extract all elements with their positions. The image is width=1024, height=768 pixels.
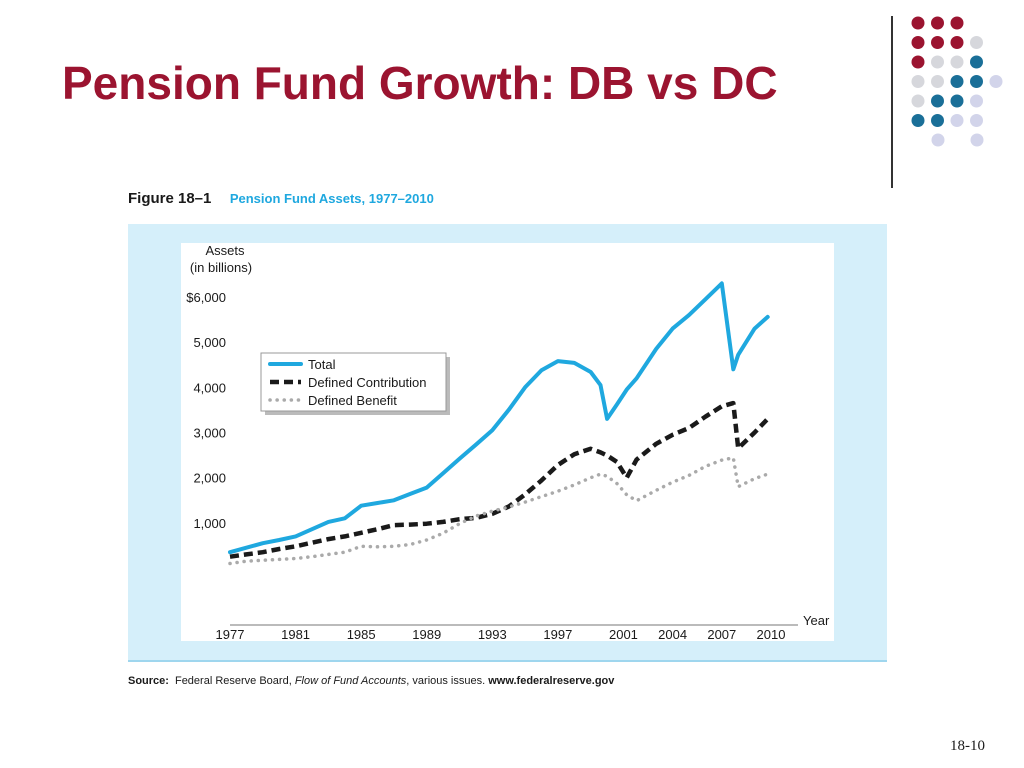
y-axis-title-line2: (in billions) xyxy=(190,260,252,275)
figure-heading: Figure 18–1 Pension Fund Assets, 1977–20… xyxy=(128,190,434,208)
x-tick-label: 1997 xyxy=(543,627,572,641)
decor-dot-2-3 xyxy=(970,55,983,69)
x-tick-label: 2001 xyxy=(609,627,638,641)
series-line-total xyxy=(228,281,770,555)
decor-dot-5-1 xyxy=(931,114,944,127)
decor-dot-3-3 xyxy=(970,75,983,88)
source-url: www.federalreserve.gov xyxy=(488,675,615,687)
decor-dot-3-0 xyxy=(911,75,925,88)
x-tick-label: 1977 xyxy=(216,627,245,641)
figure-label: Figure 18–1 xyxy=(128,190,212,207)
decor-dot-1-2 xyxy=(950,36,964,49)
decor-dot-3-2 xyxy=(950,75,964,88)
y-tick-label: 5,000 xyxy=(193,335,226,350)
legend-label: Total xyxy=(308,357,336,372)
y-tick-label: 3,000 xyxy=(193,426,226,441)
x-tick-label: 1989 xyxy=(412,627,441,641)
x-tick-label: 2004 xyxy=(658,627,687,641)
chart-area: Assets (in billions) Year $6,000 5,000 4,0… xyxy=(181,243,834,641)
decor-dot-3-4 xyxy=(989,75,1003,88)
y-axis-title-line1: Assets xyxy=(205,243,245,258)
decor-dot-3-1 xyxy=(931,75,944,88)
x-tick-label: 1981 xyxy=(281,627,310,641)
source-label: Source: xyxy=(128,675,169,687)
decor-dot-5-2 xyxy=(950,114,964,127)
decor-dot-0-2 xyxy=(950,16,964,30)
decor-dot-5-0 xyxy=(911,114,925,127)
y-tick-label: $6,000 xyxy=(186,290,226,305)
decor-dot-6-0 xyxy=(931,133,945,147)
source-text-2: , various issues. xyxy=(406,675,489,687)
legend-label: Defined Contribution xyxy=(308,375,427,390)
decor-dot-4-0 xyxy=(911,94,925,108)
series-line-defined-contribution xyxy=(229,400,770,559)
x-tick-label: 2007 xyxy=(707,627,736,641)
slide-title: Pension Fund Growth: DB vs DC xyxy=(62,57,778,109)
pension-assets-line-chart: Assets (in billions) Year $6,000 5,000 4,0… xyxy=(186,243,830,641)
decor-dot-2-1 xyxy=(931,55,944,69)
source-publication: Flow of Fund Accounts xyxy=(294,675,407,687)
decor-dot-4-3 xyxy=(970,94,983,108)
decor-dot-0-1 xyxy=(931,16,944,30)
decor-dot-2-2 xyxy=(950,55,964,69)
decor-dot-1-1 xyxy=(931,36,944,49)
title-divider xyxy=(891,16,893,188)
x-axis-title: Year xyxy=(803,613,830,628)
decor-dot-4-2 xyxy=(950,94,964,108)
slide-number: 18-10 xyxy=(950,738,985,754)
decor-dot-5-3 xyxy=(970,114,983,127)
y-tick-label: 1,000 xyxy=(193,516,226,531)
legend-label: Defined Benefit xyxy=(308,393,397,408)
y-tick-label: 4,000 xyxy=(193,380,226,395)
figure-caption: Pension Fund Assets, 1977–2010 xyxy=(229,191,434,206)
x-tick-label: 1985 xyxy=(347,627,376,641)
decorative-dot-grid xyxy=(900,10,1020,170)
y-tick-label: 2,000 xyxy=(193,471,226,486)
source-note: Source: Federal Reserve Board, Flow of Fu… xyxy=(128,675,614,687)
decor-dot-0-0 xyxy=(911,16,925,30)
decor-dot-1-3 xyxy=(970,36,983,49)
decor-dot-2-0 xyxy=(911,55,925,69)
decor-dot-6-1 xyxy=(970,133,984,147)
source-text-1: Federal Reserve Board, xyxy=(174,675,295,687)
x-tick-label: 1993 xyxy=(478,627,507,641)
x-tick-label: 2010 xyxy=(757,627,786,641)
decor-dot-1-0 xyxy=(911,36,925,49)
decor-dot-4-1 xyxy=(931,94,944,108)
series-line-defined-benefit xyxy=(228,456,770,566)
